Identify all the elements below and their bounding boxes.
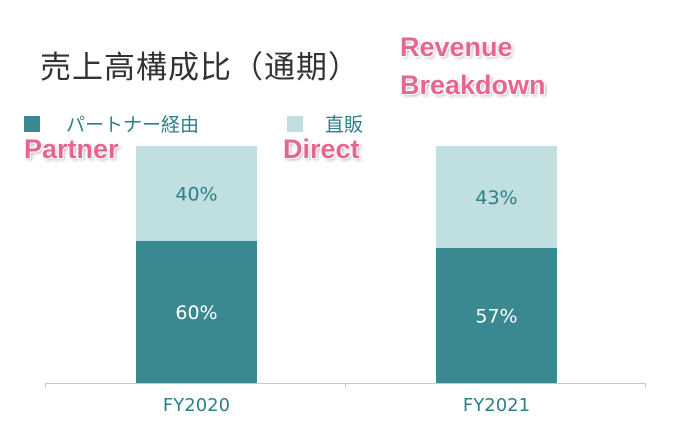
bar-segment — [436, 247, 557, 383]
legend-item-partner: パートナー経由 — [24, 110, 199, 137]
legend-swatch — [287, 115, 303, 132]
data-label: 60% — [175, 302, 217, 324]
bar-segment — [436, 146, 557, 248]
legend-item-direct: 直販 — [287, 110, 363, 137]
annotation-direct: Direct — [283, 134, 360, 164]
x-tick-label: FY2021 — [463, 395, 530, 416]
bar-segment — [136, 240, 257, 383]
data-label: 40% — [175, 183, 217, 205]
x-tick-label: FY2020 — [163, 395, 230, 416]
legend-swatch — [24, 115, 40, 132]
chart-title: 売上高構成比（通期） — [40, 50, 360, 86]
legend-label: パートナー経由 — [66, 114, 200, 136]
annotation-partner: Partner — [24, 134, 119, 164]
bar-segment — [136, 146, 257, 241]
data-label: 57% — [475, 305, 517, 327]
annotation-revenue: Revenue — [400, 32, 513, 62]
legend-label: 直販 — [325, 114, 364, 136]
data-label: 43% — [475, 187, 517, 209]
annotation-breakdown: Breakdown — [400, 70, 546, 100]
